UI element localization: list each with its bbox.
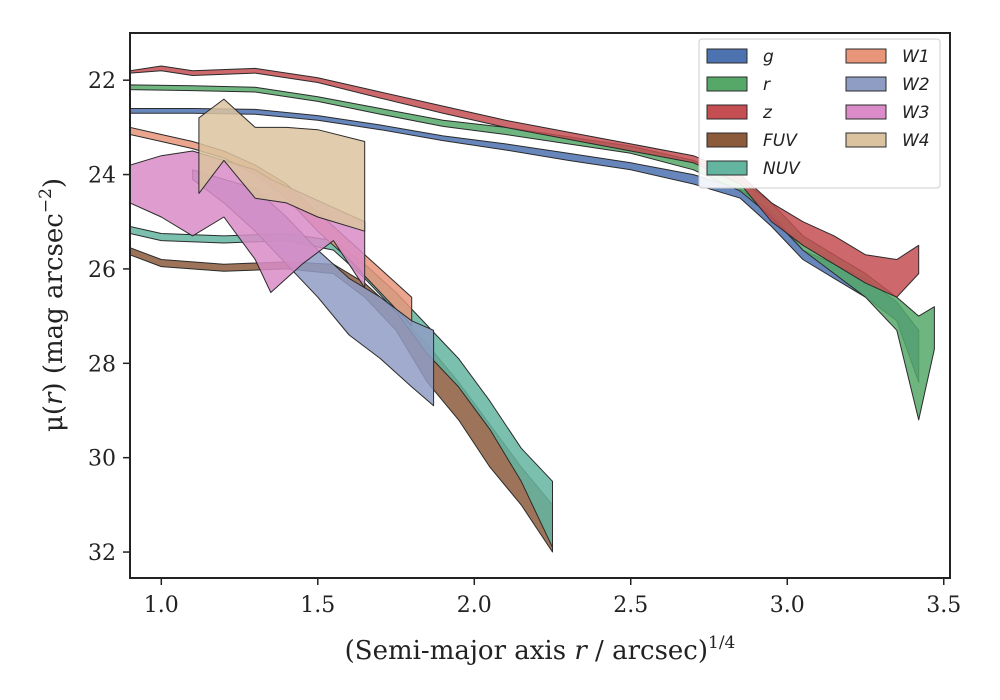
legend-swatch-w1 bbox=[845, 48, 887, 64]
series-band-z bbox=[130, 65, 920, 298]
series-layer bbox=[130, 65, 935, 553]
series-band-w4 bbox=[198, 98, 366, 232]
x-tick-label: 3.0 bbox=[770, 593, 805, 618]
y-axis-label: μ(r) (mag arcsec−2) bbox=[36, 178, 69, 432]
y-tick-label: 32 bbox=[88, 541, 116, 566]
y-tick-label: 24 bbox=[88, 164, 116, 189]
legend-swatch-w3 bbox=[845, 104, 887, 120]
legend: grz FUV NUV W1 W2 W3 W4 bbox=[698, 38, 941, 189]
legend-label-nuv: NUV bbox=[763, 159, 801, 179]
legend-label-w1: W1 bbox=[902, 47, 930, 67]
legend-swatch-fuv bbox=[706, 132, 748, 148]
x-tick-label: 2.0 bbox=[457, 593, 492, 618]
legend-label-z: z bbox=[762, 103, 773, 123]
y-tick-label: 22 bbox=[88, 69, 116, 94]
x-tick-label: 1.5 bbox=[300, 593, 335, 618]
y-tick-label: 28 bbox=[88, 352, 116, 377]
x-tick-label: 2.5 bbox=[613, 593, 648, 618]
x-axis: 1.0 1.5 2.0 2.5 3.0 3.5 bbox=[144, 578, 961, 618]
legend-label-fuv: FUV bbox=[763, 131, 798, 151]
y-tick-label: 30 bbox=[88, 447, 116, 472]
legend-swatch-nuv bbox=[706, 160, 748, 176]
x-axis-label: (Semi-major axis r / arcsec)1/4 bbox=[345, 633, 736, 666]
legend-label-w4: W4 bbox=[902, 131, 930, 151]
legend-swatch-w4 bbox=[845, 132, 887, 148]
y-axis: 22 24 26 28 30 32 bbox=[88, 69, 130, 566]
legend-swatch-r bbox=[706, 76, 748, 92]
legend-label-w3: W3 bbox=[902, 103, 930, 123]
legend-label-r: r bbox=[763, 75, 771, 95]
x-tick-label: 1.0 bbox=[144, 593, 179, 618]
legend-box bbox=[698, 38, 941, 189]
y-tick-label: 26 bbox=[88, 258, 116, 283]
legend-swatch-z bbox=[706, 104, 748, 120]
legend-swatch-g bbox=[706, 48, 748, 64]
legend-label-w2: W2 bbox=[902, 75, 930, 95]
legend-label-g: g bbox=[763, 47, 774, 67]
legend-swatch-w2 bbox=[845, 76, 887, 92]
x-tick-label: 3.5 bbox=[926, 593, 961, 618]
plot-frame bbox=[129, 32, 951, 579]
